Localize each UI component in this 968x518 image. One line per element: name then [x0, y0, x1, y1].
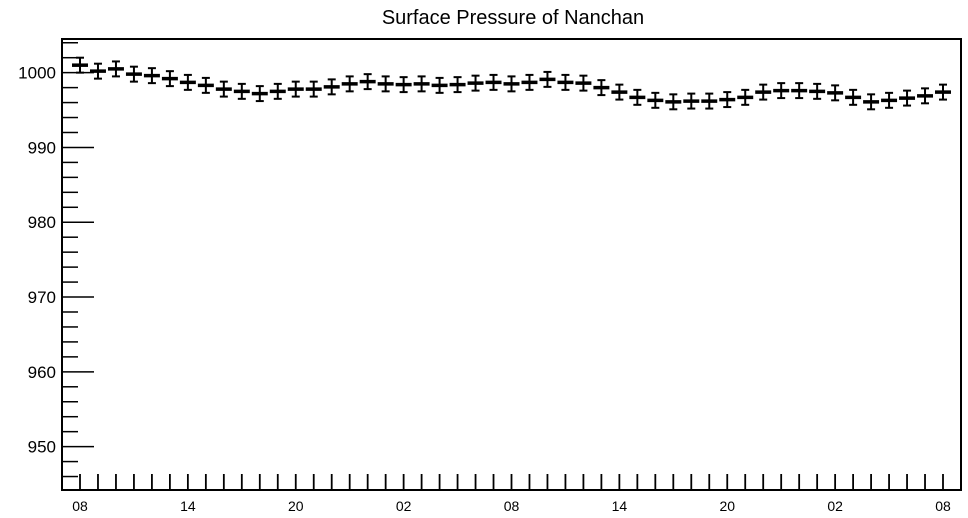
data-point	[359, 73, 376, 91]
data-point	[395, 76, 412, 94]
data-point	[125, 65, 142, 83]
data-point	[323, 78, 340, 96]
data-point	[557, 73, 574, 91]
data-point	[683, 92, 700, 110]
x-tick-label: 02	[827, 498, 843, 514]
y-tick-label: 960	[28, 363, 56, 382]
x-tick-label: 08	[504, 498, 520, 514]
data-point	[809, 82, 826, 100]
y-tick-label: 970	[28, 288, 56, 307]
data-point	[575, 74, 592, 92]
data-point	[179, 73, 196, 91]
data-point	[611, 83, 628, 101]
data-point	[827, 84, 844, 102]
data-point	[485, 73, 502, 91]
data-point	[287, 80, 304, 98]
y-tick-label: 950	[28, 438, 56, 457]
y-tick-label: 1000	[18, 64, 56, 83]
data-point	[341, 75, 358, 93]
data-point	[791, 82, 808, 100]
data-point	[197, 76, 214, 94]
data-point	[719, 91, 736, 109]
data-point	[251, 85, 268, 103]
data-point	[305, 80, 322, 98]
data-point	[89, 62, 106, 80]
data-point	[467, 74, 484, 92]
data-point	[269, 82, 286, 100]
data-point	[539, 70, 556, 88]
data-point	[431, 76, 448, 94]
data-point	[647, 91, 664, 109]
plot-frame	[61, 38, 962, 491]
data-point	[665, 93, 682, 111]
data-point	[161, 70, 178, 88]
data-point	[701, 92, 718, 110]
data-point	[881, 91, 898, 109]
x-tick-label: 14	[612, 498, 628, 514]
x-tick-label: 02	[396, 498, 412, 514]
data-point	[935, 83, 951, 101]
y-tick-label: 980	[28, 213, 56, 232]
data-point	[107, 60, 124, 78]
data-point	[377, 75, 394, 93]
data-point	[593, 79, 610, 97]
data-point	[215, 80, 232, 98]
x-tick-label: 08	[935, 498, 951, 514]
data-point	[503, 75, 520, 93]
data-point	[629, 88, 646, 106]
x-axis: 08 14 20 02 08 14 20 02 08	[72, 474, 951, 514]
data-point	[233, 82, 250, 100]
y-tick-label: 990	[28, 138, 56, 157]
x-tick-label: 20	[719, 498, 735, 514]
data-point	[521, 73, 538, 91]
x-tick-label: 08	[72, 498, 88, 514]
data-point	[773, 82, 790, 100]
x-tick-label: 20	[288, 498, 304, 514]
chart-title: Surface Pressure of Nanchan	[382, 7, 644, 29]
y-axis: 950 960 970 980 990 1000	[18, 41, 94, 478]
data-point	[917, 87, 934, 105]
x-tick-label: 14	[180, 498, 196, 514]
data-point	[863, 93, 880, 111]
data-point	[143, 67, 160, 85]
data-point	[755, 83, 772, 101]
data-point	[413, 75, 430, 93]
data-point	[899, 89, 916, 107]
data-series	[72, 56, 951, 111]
data-point	[449, 76, 466, 94]
data-point	[72, 56, 88, 74]
data-point	[737, 88, 754, 106]
data-point	[845, 88, 862, 106]
